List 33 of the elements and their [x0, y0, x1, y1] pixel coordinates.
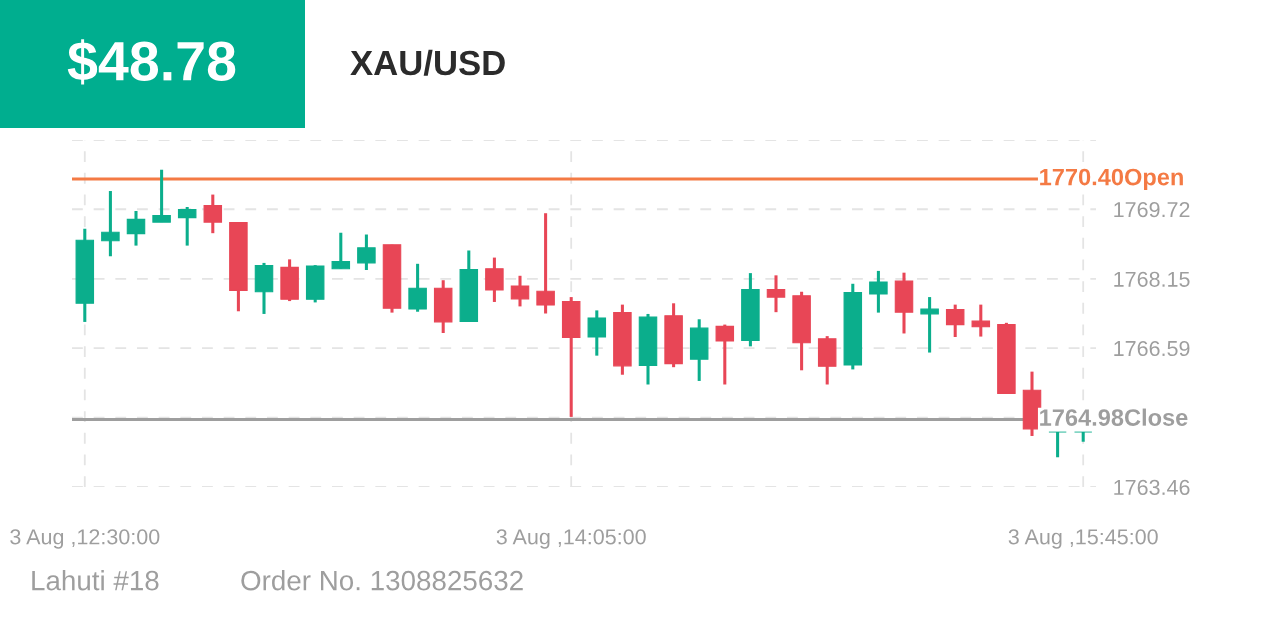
- chart-title: $48.78: [67, 39, 236, 85]
- candlestick: [510, 274, 530, 307]
- candlestick: [945, 304, 965, 338]
- x-tick-label: 3 Aug ,12:30:00: [10, 529, 160, 549]
- y-tick-label: 1769.72: [1114, 201, 1190, 218]
- ref-line-label: 1764.98Close: [1040, 408, 1188, 426]
- candlestick: [408, 262, 427, 312]
- y-tick-label: 1766.59: [1114, 340, 1190, 357]
- candlestick: [869, 269, 888, 313]
- candlestick: [1073, 431, 1093, 442]
- x-tick-label: 3 Aug ,14:05:00: [496, 529, 646, 549]
- candlestick: [715, 324, 735, 385]
- text: Lahuti #18: [32, 570, 159, 591]
- candlestick: [971, 304, 991, 337]
- ref-line-label: 1770.40Open: [1040, 168, 1183, 191]
- candlestick: [152, 169, 171, 223]
- x-tick-label: 3 Aug ,15:45:00: [1008, 529, 1158, 549]
- candlestick: [177, 207, 197, 246]
- candlestick: [331, 232, 351, 270]
- y-tick-label: 1763.46: [1114, 479, 1190, 496]
- candlestick: [203, 194, 223, 235]
- candlestick: [1048, 431, 1067, 458]
- candlestick: [536, 213, 555, 314]
- candlestick: [101, 191, 120, 257]
- chart-subtitle: XAU/USD: [350, 49, 505, 76]
- candlestick: [357, 234, 376, 271]
- candlestick: [920, 297, 939, 353]
- candlestick: [126, 211, 146, 246]
- candlestick: [587, 310, 607, 356]
- candlestick: [485, 257, 504, 302]
- y-tick-label: 1768.15: [1114, 271, 1190, 287]
- text: Order No. 1308825632: [241, 570, 523, 591]
- candlestick: [766, 275, 786, 314]
